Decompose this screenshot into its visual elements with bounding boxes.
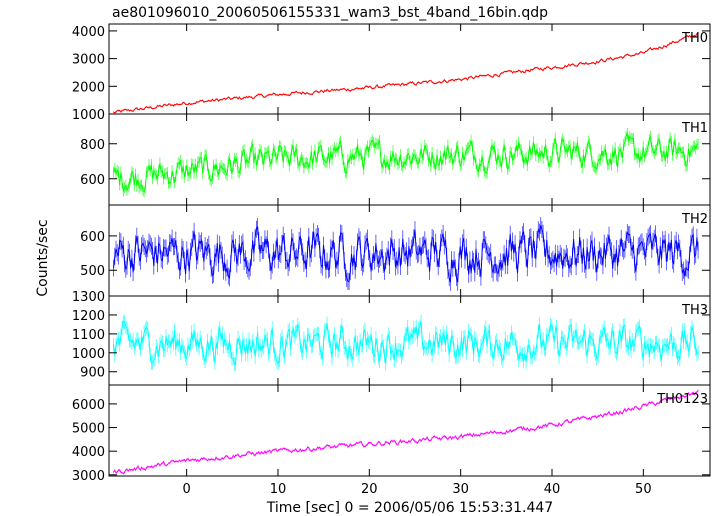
series-label: TH1 — [681, 121, 708, 136]
y-tick-label: 1000 — [72, 108, 105, 123]
x-axis-label: Time [sec] 0 = 2006/05/06 15:53:31.447 — [266, 500, 553, 516]
x-tick-label: 0 — [182, 482, 190, 497]
series-line — [113, 225, 699, 283]
series-line — [113, 32, 699, 114]
series-errorbars — [113, 32, 699, 114]
series-label: TH0 — [681, 31, 708, 46]
panel-th2: 500 600 TH2 — [80, 204, 711, 297]
y-tick-label: 4000 — [72, 25, 105, 40]
series-line — [113, 131, 699, 193]
y-tick-label: 500 — [80, 264, 105, 279]
series-line — [113, 390, 699, 475]
series-label: TH0123 — [656, 392, 708, 407]
y-tick-label: 2000 — [72, 80, 105, 95]
panel-frame — [108, 23, 711, 115]
y-axis-label: Counts/sec — [35, 219, 51, 296]
series-th2 — [113, 217, 699, 291]
series-label: TH2 — [681, 212, 708, 227]
series-th1 — [113, 127, 699, 198]
y-tick-label: 900 — [80, 366, 105, 381]
x-tick-label: 30 — [452, 482, 469, 497]
y-tick-label: 5000 — [72, 422, 105, 437]
y-tick-label: 6000 — [72, 398, 105, 413]
series-label: TH3 — [681, 303, 708, 318]
y-tick-label: 600 — [80, 173, 105, 188]
x-tick-label: 50 — [635, 482, 652, 497]
x-tick-label: 20 — [361, 482, 378, 497]
y-tick-label: 3000 — [72, 469, 105, 484]
series-th0123 — [113, 389, 699, 475]
series-th0 — [113, 32, 699, 114]
panel-th0: 1000 2000 3000 4000 TH0 — [72, 23, 711, 123]
y-tick-label: 800 — [80, 138, 105, 153]
y-tick-label: 600 — [80, 230, 105, 245]
y-tick-label: 1100 — [72, 328, 105, 343]
y-tick-label: 4000 — [72, 445, 105, 460]
panel-th0123: 3000 4000 5000 6000 TH0123 — [72, 384, 711, 484]
panel-th1: 600 800 TH1 — [80, 113, 711, 206]
panel-frame — [108, 384, 711, 477]
x-tick-label: 10 — [270, 482, 287, 497]
x-tick-label: 40 — [544, 482, 561, 497]
panel-th3: 900 1000 1100 1200 1300 TH3 — [72, 290, 711, 386]
series-errorbars — [113, 389, 699, 475]
y-tick-label: 1000 — [72, 347, 105, 362]
chart-title: ae801096010_20060506155331_wam3_bst_4ban… — [112, 5, 548, 21]
y-tick-label: 1200 — [72, 309, 105, 324]
y-tick-label: 3000 — [72, 53, 105, 68]
series-line — [113, 320, 699, 366]
y-tick-label: 1300 — [72, 290, 105, 305]
series-th3 — [113, 314, 699, 372]
